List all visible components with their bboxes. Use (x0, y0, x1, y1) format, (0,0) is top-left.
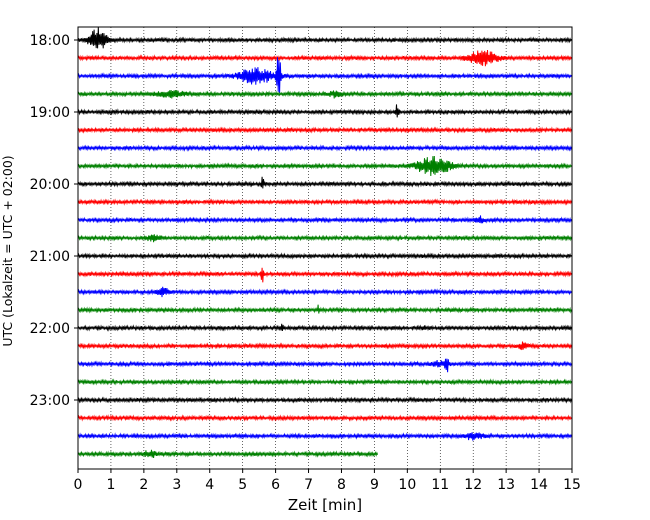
x-tick-label: 7 (304, 477, 313, 493)
seismogram-trace (77, 449, 379, 458)
x-tick-label: 4 (205, 477, 214, 493)
x-tick-label: 2 (139, 477, 148, 493)
seismogram-trace (77, 155, 572, 177)
x-tick-label: 14 (530, 477, 548, 493)
seismogram-trace (77, 286, 572, 298)
seismogram-trace (77, 414, 572, 422)
seismogram-trace (77, 378, 572, 386)
x-tick-label: 12 (464, 477, 482, 493)
seismogram-trace (77, 252, 572, 260)
seismogram-trace (77, 176, 572, 189)
seismogram-traces (77, 26, 572, 458)
seismogram-trace (77, 267, 572, 283)
y-axis-label: UTC (Lokalzeit = UTC + 02:00) (0, 155, 15, 346)
seismogram-trace (77, 341, 572, 351)
x-axis-label: Zeit [min] (288, 496, 362, 514)
y-tick-label: 21:00 (30, 249, 70, 265)
x-tick-label: 5 (238, 477, 247, 493)
seismogram-trace (77, 57, 572, 94)
seismogram-trace (77, 215, 572, 224)
x-axis-ticks: 0 1 2 3 4 5 6 7 8 9 10 11 12 13 14 15 (74, 469, 581, 493)
y-tick-label: 19:00 (30, 105, 70, 121)
y-tick-label: 20:00 (30, 177, 70, 193)
y-tick-label: 22:00 (30, 321, 70, 337)
seismogram-trace (77, 396, 572, 404)
seismogram-trace (77, 49, 572, 67)
seismogram-trace (77, 26, 572, 49)
seismogram-trace (77, 234, 572, 243)
x-tick-label: 13 (497, 477, 515, 493)
seismogram-trace (77, 198, 572, 206)
x-tick-label: 3 (172, 477, 181, 493)
y-tick-label: 23:00 (30, 393, 70, 409)
seismogram-trace (77, 144, 572, 152)
seismogram-trace (77, 358, 572, 373)
seismogram-trace (77, 126, 572, 134)
y-axis-ticks: 18:00 19:00 20:00 21:00 22:00 23:00 (30, 33, 78, 409)
x-tick-label: 10 (398, 477, 416, 493)
x-tick-label: 6 (271, 477, 280, 493)
seismogram-trace (77, 323, 572, 332)
x-tick-label: 0 (74, 477, 83, 493)
seismogram-trace (77, 304, 572, 314)
x-tick-label: 1 (106, 477, 115, 493)
seismogram-trace (77, 89, 572, 99)
seismogram-trace (77, 432, 572, 441)
x-tick-label: 15 (563, 477, 581, 493)
seismogram-trace (77, 104, 572, 118)
x-tick-label: 11 (431, 477, 449, 493)
x-tick-label: 8 (337, 477, 346, 493)
x-tick-label: 9 (370, 477, 379, 493)
plot-frame (77, 26, 573, 470)
y-tick-label: 18:00 (30, 33, 70, 49)
